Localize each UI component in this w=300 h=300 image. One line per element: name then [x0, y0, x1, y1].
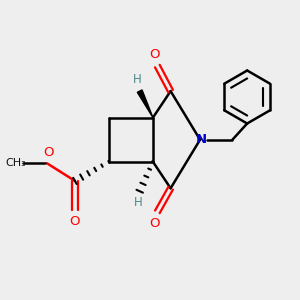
Text: H: H: [132, 74, 141, 86]
Text: O: O: [149, 48, 160, 62]
Text: N: N: [196, 133, 207, 146]
Text: CH₃: CH₃: [6, 158, 26, 168]
Polygon shape: [137, 90, 153, 118]
Text: H: H: [134, 196, 142, 209]
Text: O: O: [149, 217, 160, 230]
Text: O: O: [70, 215, 80, 228]
Text: O: O: [43, 146, 54, 159]
